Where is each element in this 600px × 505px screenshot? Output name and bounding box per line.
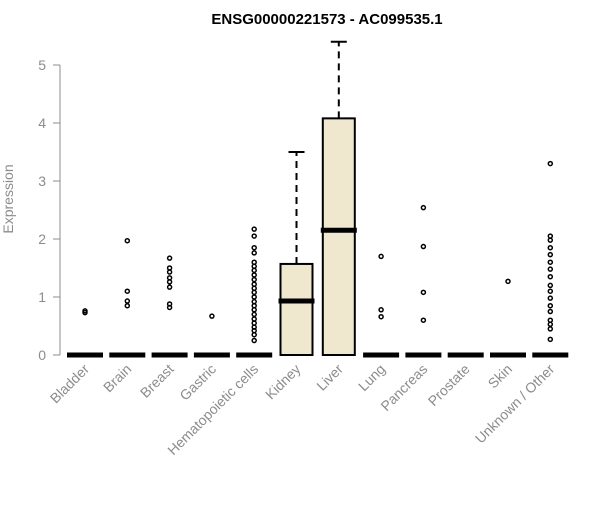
x-tick-label: Prostate [425,361,473,409]
outlier-point [166,275,173,281]
outlier-point [251,244,257,251]
x-tick-label: Pancreas [377,361,430,414]
x-tick-label: Breast [137,361,177,401]
outlier-point [547,295,554,301]
outlier-point [547,233,554,239]
outlier-point [251,298,257,305]
box-hematopoietic-cells [236,226,273,358]
outlier-point [378,313,384,320]
outlier-point [547,259,554,265]
y-tick-label: 3 [38,173,46,189]
outlier-point [420,204,427,211]
box-gastric [193,313,230,358]
y-tick-label: 0 [38,347,46,363]
outlier-point [378,307,384,313]
outlier-point [547,288,554,294]
outlier-point [547,160,554,167]
outlier-point [420,289,427,296]
outlier-point [547,251,554,258]
outlier-point [547,302,554,309]
y-axis-label: Expression [0,164,16,233]
outlier-point [547,308,554,315]
outlier-point [251,276,257,283]
box-breast [151,255,188,358]
x-tick-label: Unknown / Other [472,361,558,447]
box-kidney [278,151,315,356]
outlier-point [547,326,554,332]
box-series [67,40,569,358]
box-bladder [67,308,103,358]
outlier-point [547,317,554,323]
box-skin [490,278,526,358]
outlier-point [251,281,257,287]
y-tick-label: 2 [38,231,46,247]
outlier-point [420,317,427,323]
outlier-point [547,282,554,289]
box-pancreas [405,204,442,358]
outlier-point [124,237,131,244]
outlier-point [251,311,257,318]
box-brain [109,237,146,358]
outlier-point [209,313,215,319]
box-unknown-other [532,160,569,358]
outlier-point [251,233,257,239]
x-tick-label: Bladder [47,361,93,407]
outlier-point [420,243,427,250]
outlier-point [166,265,173,271]
box-lung [363,253,400,358]
outlier-point [251,226,257,232]
outlier-point [547,336,554,343]
outlier-point [251,294,257,300]
outlier-point [166,284,173,290]
outlier-point [378,253,384,260]
outlier-point [547,273,554,280]
chart-title: ENSG00000221573 - AC099535.1 [211,11,442,28]
outlier-point [166,301,173,307]
outlier-point [124,302,131,309]
y-axis: 0 1 2 3 4 5 [38,57,61,363]
x-tick-label: Liver [313,361,346,394]
outlier-point [124,288,131,294]
outlier-point [251,259,257,265]
box-body [279,262,314,356]
x-tick-label: Kidney [262,361,304,403]
outlier-point [547,266,554,272]
y-tick-label: 5 [38,57,46,73]
x-tick-label: Skin [485,361,516,392]
box-body [321,117,356,356]
x-tick-label: Lung [355,361,388,394]
y-tick-label: 1 [38,289,46,305]
outlier-point [166,255,173,261]
outlier-point [547,244,554,251]
outlier-point [251,272,257,278]
outlier-point [505,278,511,285]
y-tick-label: 4 [38,115,46,131]
x-tick-label: Brain [100,361,134,395]
box-liver [320,40,357,356]
outlier-point [82,308,88,314]
outlier-point [251,337,257,344]
outlier-point [124,298,131,304]
outlier-point [251,316,257,322]
outlier-point [251,250,257,256]
